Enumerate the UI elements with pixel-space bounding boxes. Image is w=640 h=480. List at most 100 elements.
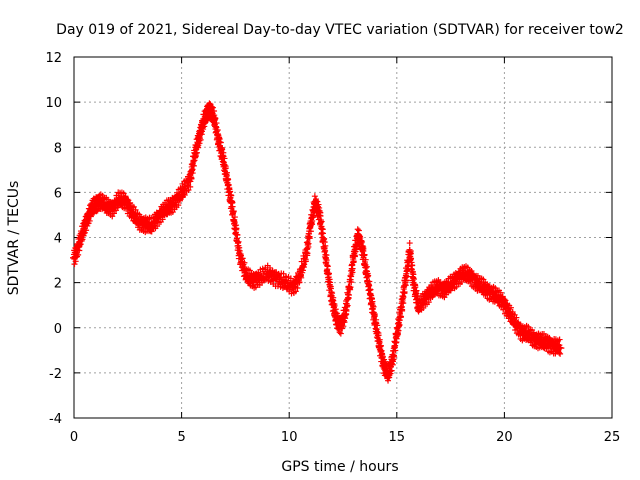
scatter-point [91, 199, 100, 208]
scatter-point [358, 244, 367, 253]
scatter-point [115, 195, 124, 204]
scatter-point [78, 228, 87, 237]
scatter-point [349, 251, 358, 260]
scatter-point-fill [343, 303, 350, 310]
x-tick-label: 15 [389, 430, 406, 445]
scatter-point-fill [287, 275, 294, 282]
y-tick-label: -4 [49, 412, 62, 427]
scatter-point [397, 305, 406, 314]
scatter-point-fill [71, 261, 78, 268]
scatter-point [153, 213, 162, 222]
scatter-point-fill [200, 126, 207, 133]
scatter-point-fill [209, 104, 216, 111]
scatter-point [289, 283, 298, 292]
y-axis: -4 -2 0 2 4 6 8 10 12 [45, 51, 612, 427]
scatter-point-fill [329, 290, 336, 297]
scatter-point [366, 294, 375, 303]
scatter-point [231, 224, 240, 233]
scatter-point-fill [413, 287, 420, 294]
scatter-point-fill [331, 302, 338, 309]
scatter-point [199, 118, 208, 127]
scatter-point-fill [458, 279, 465, 286]
scatter-point [272, 274, 281, 283]
x-tick-label: 20 [496, 430, 513, 445]
scatter-point [255, 274, 264, 283]
y-tick-label: 8 [54, 141, 62, 156]
scatter-point [427, 287, 436, 296]
scatter-point-fill [330, 294, 337, 301]
scatter-point-fill [345, 292, 352, 299]
scatter-point-fill [307, 228, 314, 235]
scatter-point-fill [395, 323, 402, 330]
scatter-point-fill [315, 201, 322, 208]
scatter-point-fill [392, 347, 399, 354]
x-tick-label: 0 [70, 430, 78, 445]
scatter-point [315, 208, 324, 217]
scatter-point [280, 278, 289, 287]
scatter-point-fill [292, 288, 299, 295]
scatter-point [543, 339, 552, 348]
scatter-point-fill [190, 162, 197, 169]
scatter-point-fill [305, 240, 312, 247]
scatter-point [549, 341, 558, 350]
scatter-point-fill [213, 120, 220, 127]
scatter-point [478, 283, 487, 292]
scatter-point-fill [201, 123, 208, 130]
x-axis: 0 5 10 15 20 25 [70, 57, 620, 445]
scatter-point [95, 197, 104, 206]
scatter-point-fill [296, 279, 303, 286]
scatter-point [235, 251, 244, 260]
scatter-point [405, 247, 414, 256]
scatter-point [498, 296, 507, 305]
scatter-point [205, 104, 214, 113]
scatter-point [420, 294, 429, 303]
scatter-point-fill [184, 182, 191, 189]
scatter-point-fill [351, 253, 358, 260]
scatter-point [311, 199, 320, 208]
scatter-point [173, 195, 182, 204]
scatter-point [517, 328, 526, 337]
scatter-point-fill [361, 251, 368, 258]
scatter-point [248, 276, 257, 285]
scatter-point-fill [83, 227, 90, 234]
scatter-point-fill [366, 278, 373, 285]
scatter-point [82, 215, 91, 224]
scatter-point-fill [175, 202, 182, 209]
scatter-point-fill [187, 183, 194, 190]
scatter-point-fill [399, 307, 406, 314]
scatter-point [128, 208, 137, 217]
scatter-point-fill [425, 299, 432, 306]
chart-title: Day 019 of 2021, Sidereal Day-to-day VTE… [56, 22, 624, 38]
scatter-point-fill [231, 214, 238, 221]
scatter-point [87, 206, 96, 215]
scatter-point-fill [468, 268, 475, 275]
scatter-point-fill [400, 300, 407, 307]
scatter-point [141, 219, 150, 228]
scatter-point [491, 292, 500, 301]
scatter-point [414, 303, 423, 312]
scatter-point [190, 152, 199, 161]
scatter-point-fill [234, 231, 241, 238]
scatter-point [179, 186, 188, 195]
x-tick-label: 25 [604, 430, 621, 445]
scatter-point [388, 355, 397, 364]
y-tick-label: 10 [45, 96, 62, 111]
scatter-point [166, 201, 175, 210]
y-tick-label: 4 [54, 232, 62, 247]
scatter-point [121, 197, 130, 206]
scatter-point [306, 219, 315, 228]
scatter-point [70, 253, 78, 262]
scatter-point-fill [189, 170, 196, 177]
scatter-point [472, 278, 481, 287]
scatter-point [341, 310, 350, 319]
scatter-point [536, 337, 545, 346]
scatter-point [362, 269, 371, 278]
scatter-point [74, 242, 83, 251]
y-tick-label: 0 [54, 322, 62, 337]
scatter-point-fill [376, 336, 383, 343]
scatter-point-fill [222, 165, 229, 172]
scatter-point-fill [355, 227, 362, 234]
scatter-point-fill [324, 263, 331, 270]
scatter-point [209, 113, 218, 122]
